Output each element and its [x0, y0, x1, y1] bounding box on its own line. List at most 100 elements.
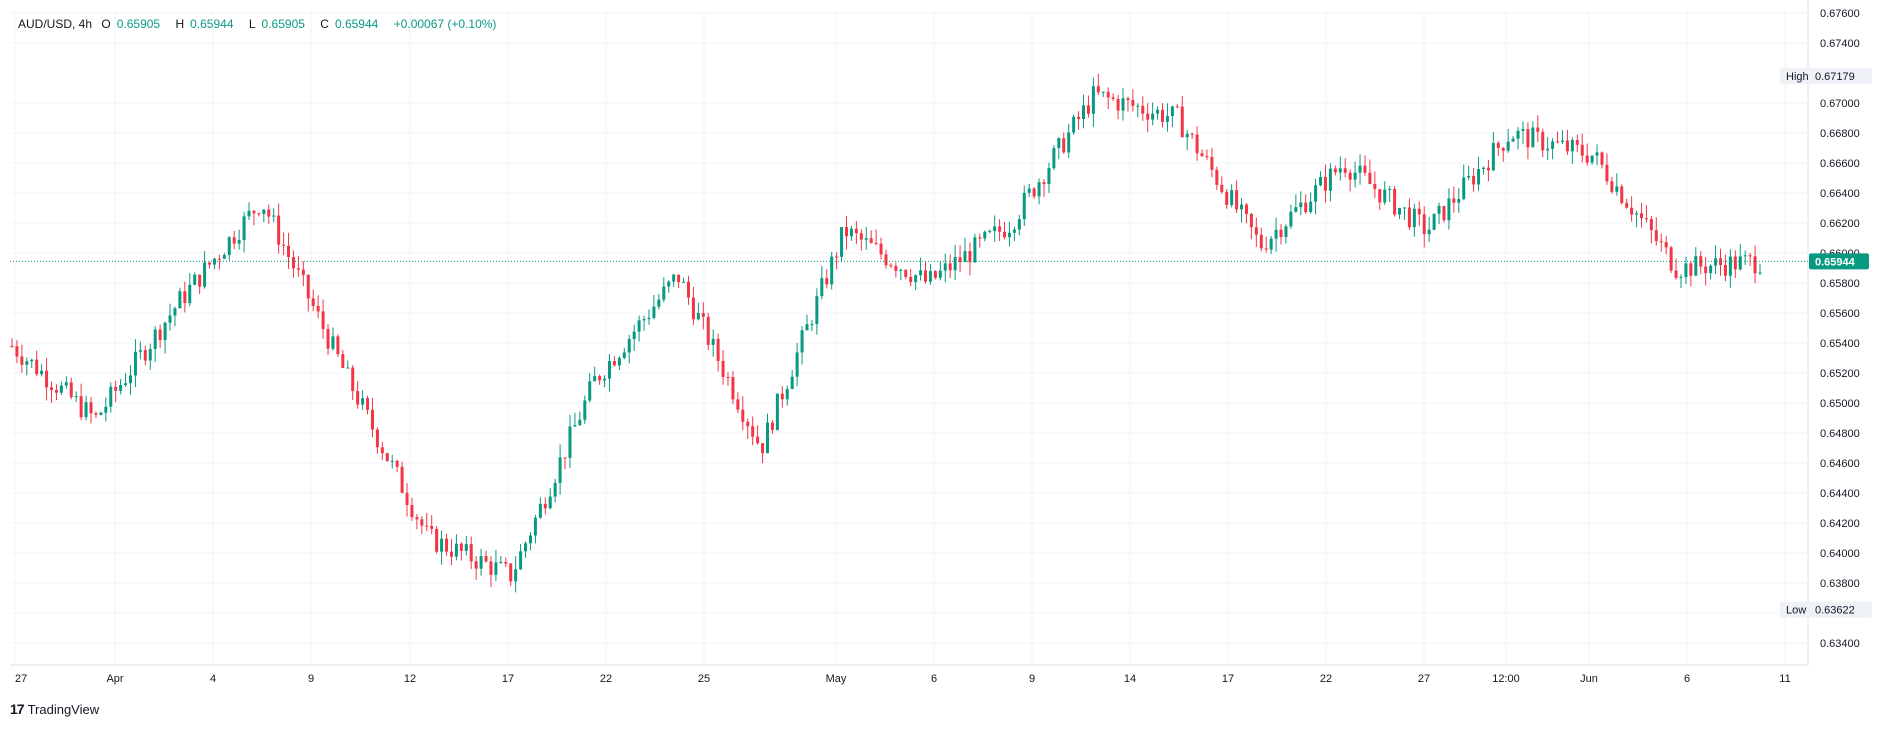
- candle-body[interactable]: [287, 245, 291, 258]
- candle-body[interactable]: [859, 233, 863, 240]
- candle-body[interactable]: [114, 386, 118, 391]
- tradingview-logo[interactable]: 17 TradingView: [10, 701, 99, 717]
- candle-body[interactable]: [741, 409, 745, 422]
- candle-body[interactable]: [637, 320, 641, 332]
- candle-body[interactable]: [612, 361, 616, 366]
- candle-body[interactable]: [129, 375, 133, 384]
- candle-body[interactable]: [133, 351, 137, 376]
- candle-body[interactable]: [1417, 208, 1421, 215]
- candle-body[interactable]: [928, 271, 932, 282]
- candle-body[interactable]: [642, 319, 646, 321]
- candle-body[interactable]: [232, 237, 236, 244]
- candle-body[interactable]: [489, 561, 493, 575]
- candle-body[interactable]: [820, 278, 824, 297]
- candle-body[interactable]: [553, 482, 557, 497]
- candle-body[interactable]: [1161, 109, 1165, 122]
- candle-body[interactable]: [1684, 263, 1688, 278]
- candle-body[interactable]: [267, 209, 271, 217]
- candle-body[interactable]: [667, 281, 671, 287]
- candle-body[interactable]: [282, 244, 286, 246]
- candle-body[interactable]: [691, 297, 695, 320]
- candle-body[interactable]: [983, 231, 987, 239]
- candle-body[interactable]: [1215, 169, 1219, 185]
- candle-body[interactable]: [953, 257, 957, 271]
- candle-body[interactable]: [1753, 256, 1757, 274]
- candle-body[interactable]: [1096, 86, 1100, 93]
- candle-body[interactable]: [277, 215, 281, 245]
- candle-body[interactable]: [1141, 105, 1145, 114]
- candle-body[interactable]: [711, 338, 715, 345]
- candle-body[interactable]: [1432, 213, 1436, 230]
- candle-body[interactable]: [1007, 232, 1011, 238]
- candle-body[interactable]: [701, 313, 705, 317]
- candle-body[interactable]: [1289, 211, 1293, 227]
- candle-body[interactable]: [622, 352, 626, 358]
- candle-body[interactable]: [331, 336, 335, 349]
- candle-body[interactable]: [1704, 266, 1708, 274]
- candle-body[interactable]: [124, 383, 128, 385]
- candle-body[interactable]: [973, 237, 977, 263]
- candle-body[interactable]: [1393, 189, 1397, 215]
- candle-body[interactable]: [899, 269, 903, 271]
- candle-body[interactable]: [158, 329, 162, 341]
- candle-body[interactable]: [1610, 181, 1614, 192]
- candle-body[interactable]: [578, 419, 582, 426]
- candle-body[interactable]: [1575, 139, 1579, 145]
- candle-body[interactable]: [528, 535, 532, 544]
- candle-body[interactable]: [1323, 176, 1327, 191]
- candle-body[interactable]: [1121, 98, 1125, 111]
- candle-body[interactable]: [963, 251, 967, 263]
- candle-body[interactable]: [1195, 134, 1199, 154]
- candle-body[interactable]: [894, 266, 898, 271]
- candle-body[interactable]: [1467, 175, 1471, 178]
- candle-body[interactable]: [1556, 141, 1560, 143]
- candle-body[interactable]: [780, 393, 784, 400]
- candle-body[interactable]: [1244, 204, 1248, 214]
- candle-body[interactable]: [1057, 138, 1061, 149]
- candle-body[interactable]: [1017, 219, 1021, 230]
- candle-body[interactable]: [988, 231, 992, 233]
- candle-body[interactable]: [1304, 202, 1308, 213]
- candle-body[interactable]: [183, 291, 187, 304]
- candle-body[interactable]: [1146, 113, 1150, 120]
- candle-body[interactable]: [1402, 207, 1406, 209]
- candle-body[interactable]: [395, 460, 399, 467]
- candle-body[interactable]: [854, 228, 858, 234]
- candle-body[interactable]: [830, 256, 834, 285]
- candle-body[interactable]: [1042, 182, 1046, 185]
- candle-body[interactable]: [1363, 165, 1367, 173]
- candle-body[interactable]: [203, 262, 207, 287]
- candle-body[interactable]: [1560, 140, 1564, 142]
- candle-body[interactable]: [568, 426, 572, 458]
- candle-body[interactable]: [375, 429, 379, 448]
- candle-body[interactable]: [1506, 141, 1510, 151]
- candle-body[interactable]: [301, 269, 305, 275]
- candle-body[interactable]: [1630, 207, 1634, 215]
- candle-body[interactable]: [390, 460, 394, 462]
- candle-body[interactable]: [1314, 185, 1318, 202]
- candle-body[interactable]: [449, 551, 453, 557]
- candle-body[interactable]: [1516, 130, 1520, 139]
- candle-body[interactable]: [1180, 106, 1184, 138]
- candle-body[interactable]: [1235, 190, 1239, 210]
- candle-body[interactable]: [1635, 213, 1639, 215]
- candle-body[interactable]: [445, 538, 449, 552]
- candle-body[interactable]: [1230, 190, 1234, 206]
- candle-body[interactable]: [366, 398, 370, 410]
- candle-body[interactable]: [1086, 105, 1090, 114]
- candle-body[interactable]: [1412, 208, 1416, 228]
- candle-body[interactable]: [884, 254, 888, 266]
- candle-body[interactable]: [499, 561, 503, 563]
- candle-body[interactable]: [1620, 186, 1624, 204]
- candle-body[interactable]: [1210, 156, 1214, 170]
- candle-body[interactable]: [454, 543, 458, 557]
- candle-body[interactable]: [1032, 188, 1036, 197]
- candle-body[interactable]: [909, 276, 913, 283]
- candle-body[interactable]: [1462, 177, 1466, 200]
- candle-body[interactable]: [494, 562, 498, 575]
- candle-body[interactable]: [1170, 106, 1174, 117]
- candle-body[interactable]: [736, 399, 740, 410]
- candle-body[interactable]: [1437, 205, 1441, 214]
- candle-body[interactable]: [79, 396, 83, 418]
